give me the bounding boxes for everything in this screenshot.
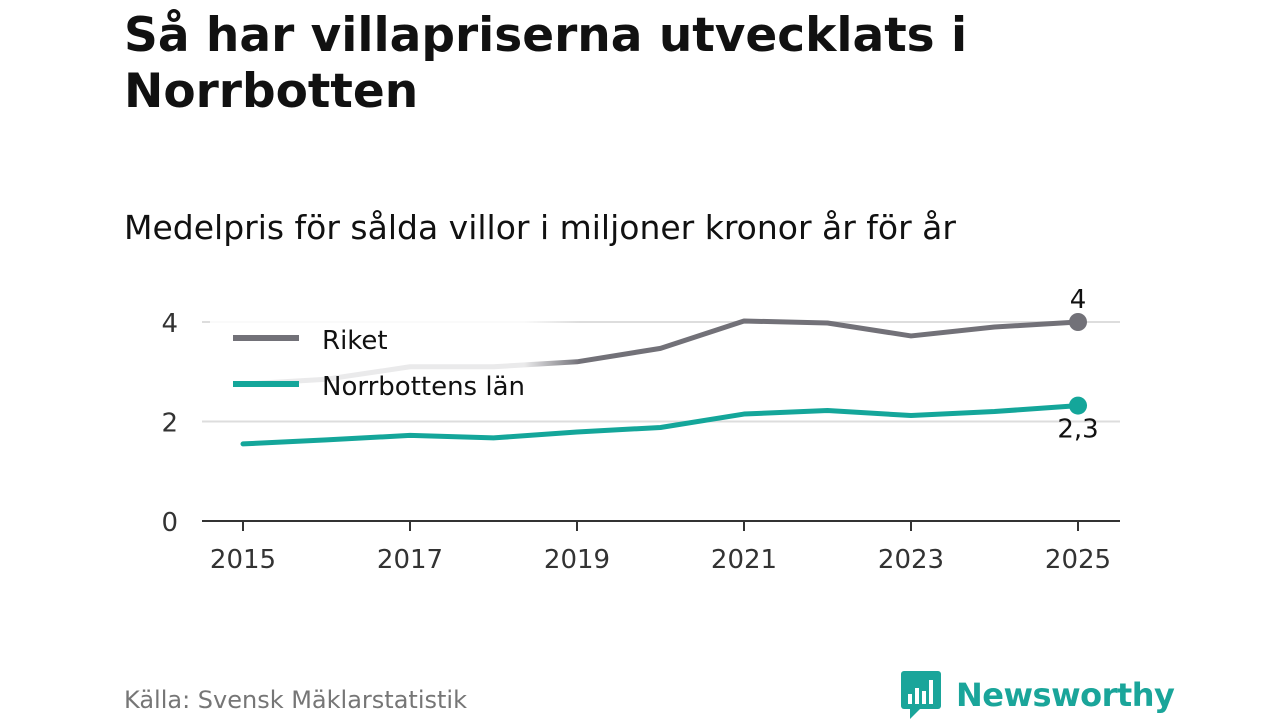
end-marker-norrbotten	[1069, 396, 1087, 415]
chart-subtitle: Medelpris för sålda villor i miljoner kr…	[124, 208, 956, 247]
end-label-norrbotten: 2,3	[1057, 415, 1098, 445]
x-tick-label-2021: 2021	[711, 545, 777, 575]
x-tick-label-2015: 2015	[210, 545, 276, 575]
line-chart: Riket Norrbottens län 0 2 4 2015 2017 2019 202…	[161, 285, 1120, 575]
brand-logo: Newsworthy	[900, 670, 1175, 720]
legend-label-riket: Riket	[322, 326, 388, 356]
legend-backdrop	[210, 314, 580, 406]
legend: Riket Norrbottens län	[210, 314, 580, 406]
x-tick-label-2023: 2023	[878, 545, 944, 575]
y-tick-label-0: 0	[161, 508, 178, 538]
x-tick-label-2017: 2017	[377, 545, 443, 575]
y-tick-label-2: 2	[161, 409, 178, 439]
y-tick-label-4: 4	[161, 309, 178, 339]
series-line-norrbotten	[240, 403, 1081, 447]
x-tick-label-2025: 2025	[1045, 545, 1111, 575]
end-marker-riket	[1069, 313, 1087, 331]
newsworthy-logo-icon	[901, 671, 941, 719]
source-note: Källa: Svensk Mäklarstatistik	[124, 686, 467, 714]
x-axis: 0 2 4 2015 2017 2019 2021 2023 2025	[161, 309, 1120, 575]
end-label-riket: 4	[1070, 285, 1087, 315]
end-labels: 42,3	[1057, 285, 1098, 445]
chart-title: Så har villapriserna utvecklats i Norrbo…	[124, 8, 968, 119]
x-tick-label-2019: 2019	[544, 545, 610, 575]
brand-name: Newsworthy	[956, 676, 1175, 714]
legend-label-norrbotten: Norrbottens län	[322, 372, 525, 402]
